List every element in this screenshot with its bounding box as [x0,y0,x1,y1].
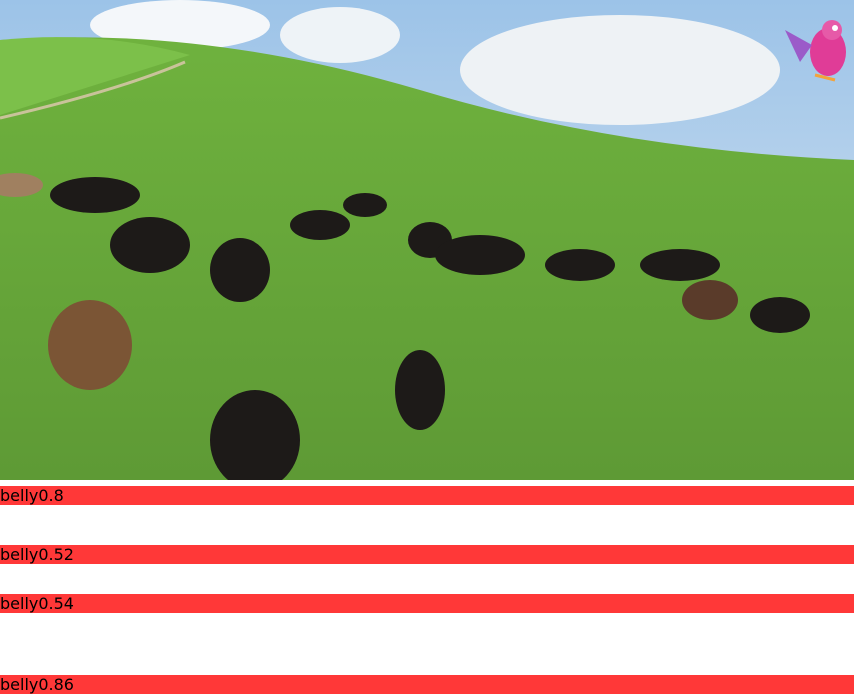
class-name: belly [0,675,39,694]
brown-cow [682,280,738,320]
logo [785,20,846,82]
detection-label: belly0.86 [0,675,854,694]
detection-box [0,564,30,594]
confidence: 0.86 [38,675,74,694]
class-name: belly [0,545,39,564]
detection-label: belly0.52 [0,545,854,564]
detection-label: belly0.8 [0,486,854,505]
path [0,60,186,120]
confidence: 0.8 [38,486,64,505]
detection-box [0,505,28,545]
confidence: 0.52 [38,545,74,564]
detection-label: belly0.54 [0,594,854,613]
far-hill [0,37,190,116]
detection-box [0,613,24,675]
cloud [460,15,780,125]
hill [0,37,854,480]
confidence: 0.54 [38,594,74,613]
brown-cow [0,173,43,197]
class-name: belly [0,594,39,613]
scene [0,0,854,480]
cloud [280,7,400,63]
cows [50,177,810,480]
brown-cow [48,300,132,390]
class-name: belly [0,486,39,505]
cloud [90,0,270,50]
